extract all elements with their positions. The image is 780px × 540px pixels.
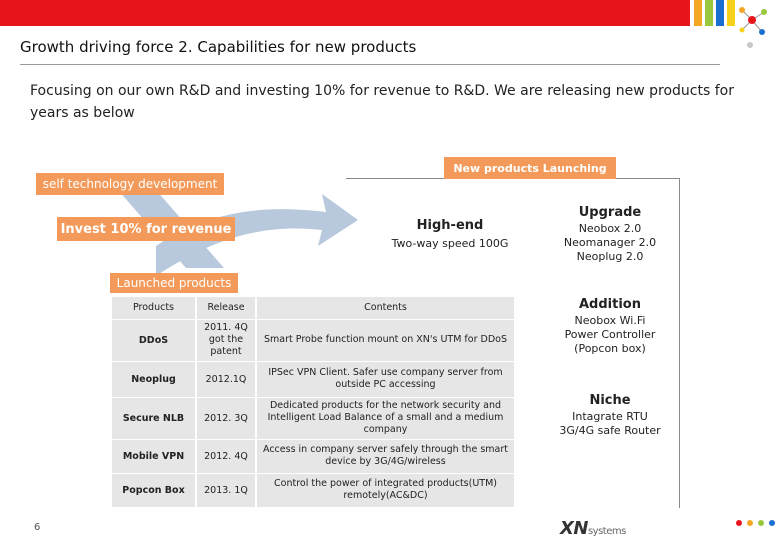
logo-dot	[747, 42, 753, 48]
highend-title: High-end	[416, 218, 484, 233]
intro-text: Focusing on our own R&D and investing 10…	[30, 83, 734, 121]
upgrade-block: Upgrade Neobox 2.0 Neomanager 2.0 Neoplu…	[546, 204, 674, 264]
contents-cell: Control the power of integrated products…	[255, 473, 514, 508]
contents-cell: IPSec VPN Client. Safer use company serv…	[255, 361, 514, 398]
dot	[736, 520, 742, 526]
upgrade-title: Upgrade	[578, 205, 642, 220]
product-cell: Mobile VPN	[112, 439, 196, 474]
niche-title: Niche	[589, 393, 631, 408]
addition-block: Addition Neobox Wi.Fi Power Controller (…	[546, 296, 674, 356]
stripe	[705, 0, 713, 26]
contents-cell: Access in company server safely through …	[255, 439, 514, 474]
product-cell: Popcon Box	[112, 473, 196, 508]
table-row: Neoplug 2012.1Q IPSec VPN Client. Safer …	[112, 361, 514, 398]
page-title: Growth driving force 2. Capabilities for…	[20, 38, 417, 56]
release-cell: 2012. 3Q	[195, 397, 256, 440]
table-row: Popcon Box 2013. 1Q Control the power of…	[112, 473, 514, 508]
upgrade-line: Neomanager 2.0	[563, 236, 657, 249]
addition-line: Power Controller	[564, 328, 656, 341]
highend-block: High-end Two-way speed 100G	[360, 218, 540, 250]
col-header-contents: Contents	[255, 297, 514, 320]
table-row: Mobile VPN 2012. 4Q Access in company se…	[112, 439, 514, 474]
new-products-label: New products Launching	[444, 157, 616, 179]
highend-sub: Two-way speed 100G	[391, 237, 509, 250]
release-cell: 2012.1Q	[195, 361, 256, 398]
niche-block: Niche Intagrate RTU 3G/4G safe Router	[546, 392, 674, 438]
self-development-label: self technology development	[36, 173, 224, 195]
header-stripes	[694, 0, 735, 26]
launched-products-label: Launched products	[110, 273, 238, 293]
page-number: 6	[34, 522, 41, 533]
stripe	[727, 0, 735, 26]
footer-dots	[736, 520, 780, 526]
dot	[769, 520, 775, 526]
launched-products-table: Products Release Contents DDoS 2011. 4Q …	[112, 297, 514, 508]
table-row: Secure NLB 2012. 3Q Dedicated products f…	[112, 397, 514, 440]
release-cell: 2012. 4Q	[195, 439, 256, 474]
col-header-products: Products	[112, 297, 196, 320]
network-logo-icon	[739, 7, 767, 35]
product-cell: Secure NLB	[112, 397, 196, 440]
stripe	[694, 0, 702, 26]
logo-sub: systems	[587, 526, 626, 537]
product-cell: DDoS	[112, 319, 196, 362]
contents-cell: Dedicated products for the network secur…	[255, 397, 514, 440]
upgrade-line: Neoplug 2.0	[576, 250, 644, 263]
release-cell: 2013. 1Q	[195, 473, 256, 508]
release-cell: 2011. 4Q got the patent	[195, 319, 256, 362]
addition-title: Addition	[579, 297, 641, 312]
header-bar	[0, 0, 690, 26]
invest-label: Invest 10% for revenue	[57, 217, 235, 241]
title-divider	[20, 64, 720, 65]
addition-line: (Popcon box)	[574, 342, 646, 355]
niche-line: Intagrate RTU	[572, 410, 648, 423]
col-header-release: Release	[195, 297, 256, 320]
addition-line: Neobox Wi.Fi	[574, 314, 646, 327]
dot	[747, 520, 753, 526]
table-row: DDoS 2011. 4Q got the patent Smart Probe…	[112, 319, 514, 362]
contents-cell: Smart Probe function mount on XN's UTM f…	[255, 319, 514, 362]
logo-text: XN	[560, 518, 588, 539]
product-cell: Neoplug	[112, 361, 196, 398]
niche-line: 3G/4G safe Router	[559, 424, 661, 437]
table-header-row: Products Release Contents	[112, 297, 514, 320]
upgrade-line: Neobox 2.0	[578, 222, 642, 235]
dot	[758, 520, 764, 526]
company-logo: XNsystems	[560, 518, 626, 539]
stripe	[716, 0, 724, 26]
